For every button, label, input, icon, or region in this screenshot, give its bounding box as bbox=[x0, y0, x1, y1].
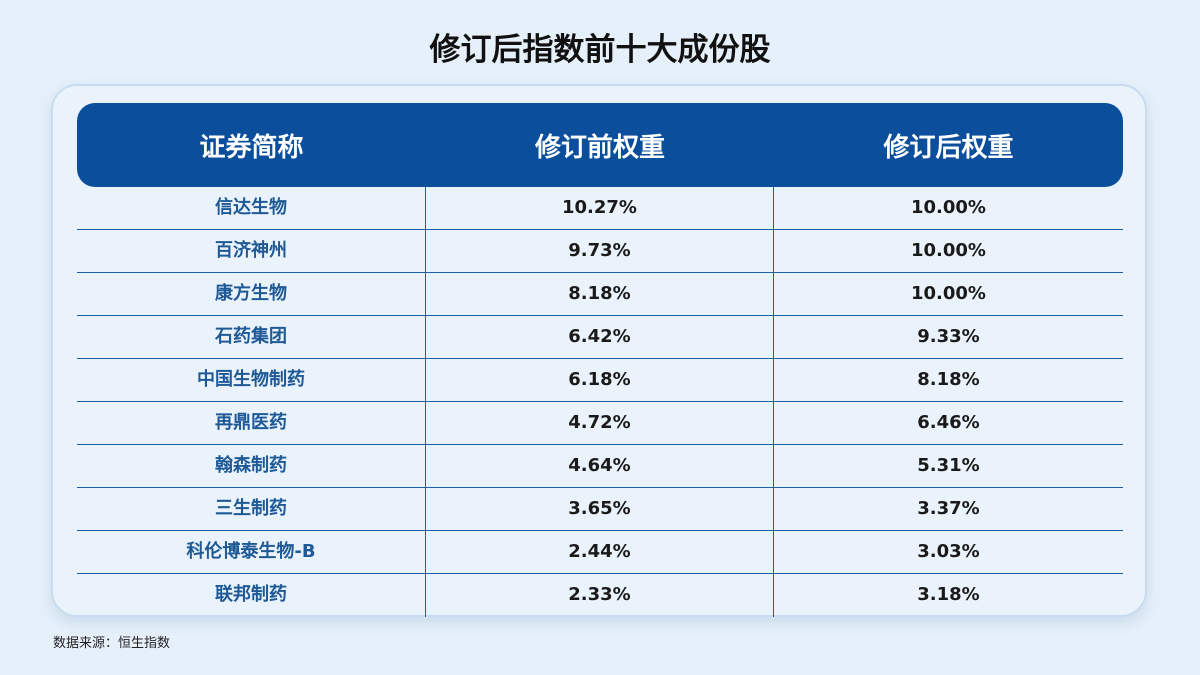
cell-weight-after: 9.33% bbox=[917, 325, 980, 347]
cell-weight-before: 4.72% bbox=[426, 401, 774, 445]
cell-weight-after: 10.00% bbox=[911, 282, 986, 304]
cell-weight-after: 6.46% bbox=[917, 411, 980, 433]
table-row: 翰森制药 4.64% 5.31% bbox=[77, 444, 1123, 488]
cell-weight-after: 3.37% bbox=[917, 497, 980, 519]
table-row: 三生制药 3.65% 3.37% bbox=[77, 487, 1123, 531]
table-header: 证券简称 修订前权重 修订后权重 bbox=[77, 103, 1123, 187]
cell-weight-after: 10.00% bbox=[911, 196, 986, 218]
cell-weight-before: 6.18% bbox=[426, 358, 774, 402]
cell-security-name: 信达生物 bbox=[77, 186, 426, 230]
cell-weight-before: 3.65% bbox=[426, 487, 774, 531]
cell-weight-after: 3.03% bbox=[917, 540, 980, 562]
cell-weight-before: 2.33% bbox=[426, 574, 774, 617]
data-source-note: 数据来源：恒生指数 bbox=[53, 636, 171, 651]
table-row: 再鼎医药 4.72% 6.46% bbox=[77, 401, 1123, 445]
table-row: 科伦博泰生物-B 2.44% 3.03% bbox=[77, 530, 1123, 574]
cell-weight-before: 9.73% bbox=[426, 229, 774, 273]
cell-security-name: 翰森制药 bbox=[77, 444, 426, 488]
header-weight-after: 修订后权重 bbox=[883, 132, 1014, 163]
table-row: 联邦制药 2.33% 3.18% bbox=[77, 574, 1123, 617]
table-body: 信达生物 10.27% 10.00% 百济神州 9.73% 10.00% 康方生… bbox=[77, 186, 1123, 617]
cell-weight-after: 5.31% bbox=[917, 454, 980, 476]
cell-security-name: 中国生物制药 bbox=[77, 358, 426, 402]
table-row: 中国生物制药 6.18% 8.18% bbox=[77, 358, 1123, 402]
cell-security-name: 科伦博泰生物-B bbox=[77, 530, 426, 574]
cell-weight-after: 3.18% bbox=[917, 584, 980, 605]
table-row: 康方生物 8.18% 10.00% bbox=[77, 272, 1123, 316]
cell-security-name: 三生制药 bbox=[77, 487, 426, 531]
cell-weight-before: 6.42% bbox=[426, 315, 774, 359]
cell-security-name: 联邦制药 bbox=[77, 574, 426, 617]
cell-security-name: 百济神州 bbox=[77, 229, 426, 273]
cell-weight-after: 8.18% bbox=[917, 368, 980, 390]
table-row: 信达生物 10.27% 10.00% bbox=[77, 186, 1123, 230]
header-security-name: 证券简称 bbox=[199, 132, 304, 163]
table-row: 石药集团 6.42% 9.33% bbox=[77, 315, 1123, 359]
cell-security-name: 石药集团 bbox=[77, 315, 426, 359]
cell-weight-before: 10.27% bbox=[426, 186, 774, 230]
cell-security-name: 康方生物 bbox=[77, 272, 426, 316]
cell-weight-before: 4.64% bbox=[426, 444, 774, 488]
cell-security-name: 再鼎医药 bbox=[77, 401, 426, 445]
page-title: 修订后指数前十大成份股 bbox=[429, 32, 771, 68]
cell-weight-before: 2.44% bbox=[426, 530, 774, 574]
cell-weight-after: 10.00% bbox=[911, 239, 986, 261]
table-row: 百济神州 9.73% 10.00% bbox=[77, 229, 1123, 273]
header-weight-before: 修订前权重 bbox=[534, 132, 665, 163]
cell-weight-before: 8.18% bbox=[426, 272, 774, 316]
constituents-table: 证券简称 修订前权重 修订后权重 信达生物 10.27% 10.00% 百济神州… bbox=[77, 103, 1123, 617]
